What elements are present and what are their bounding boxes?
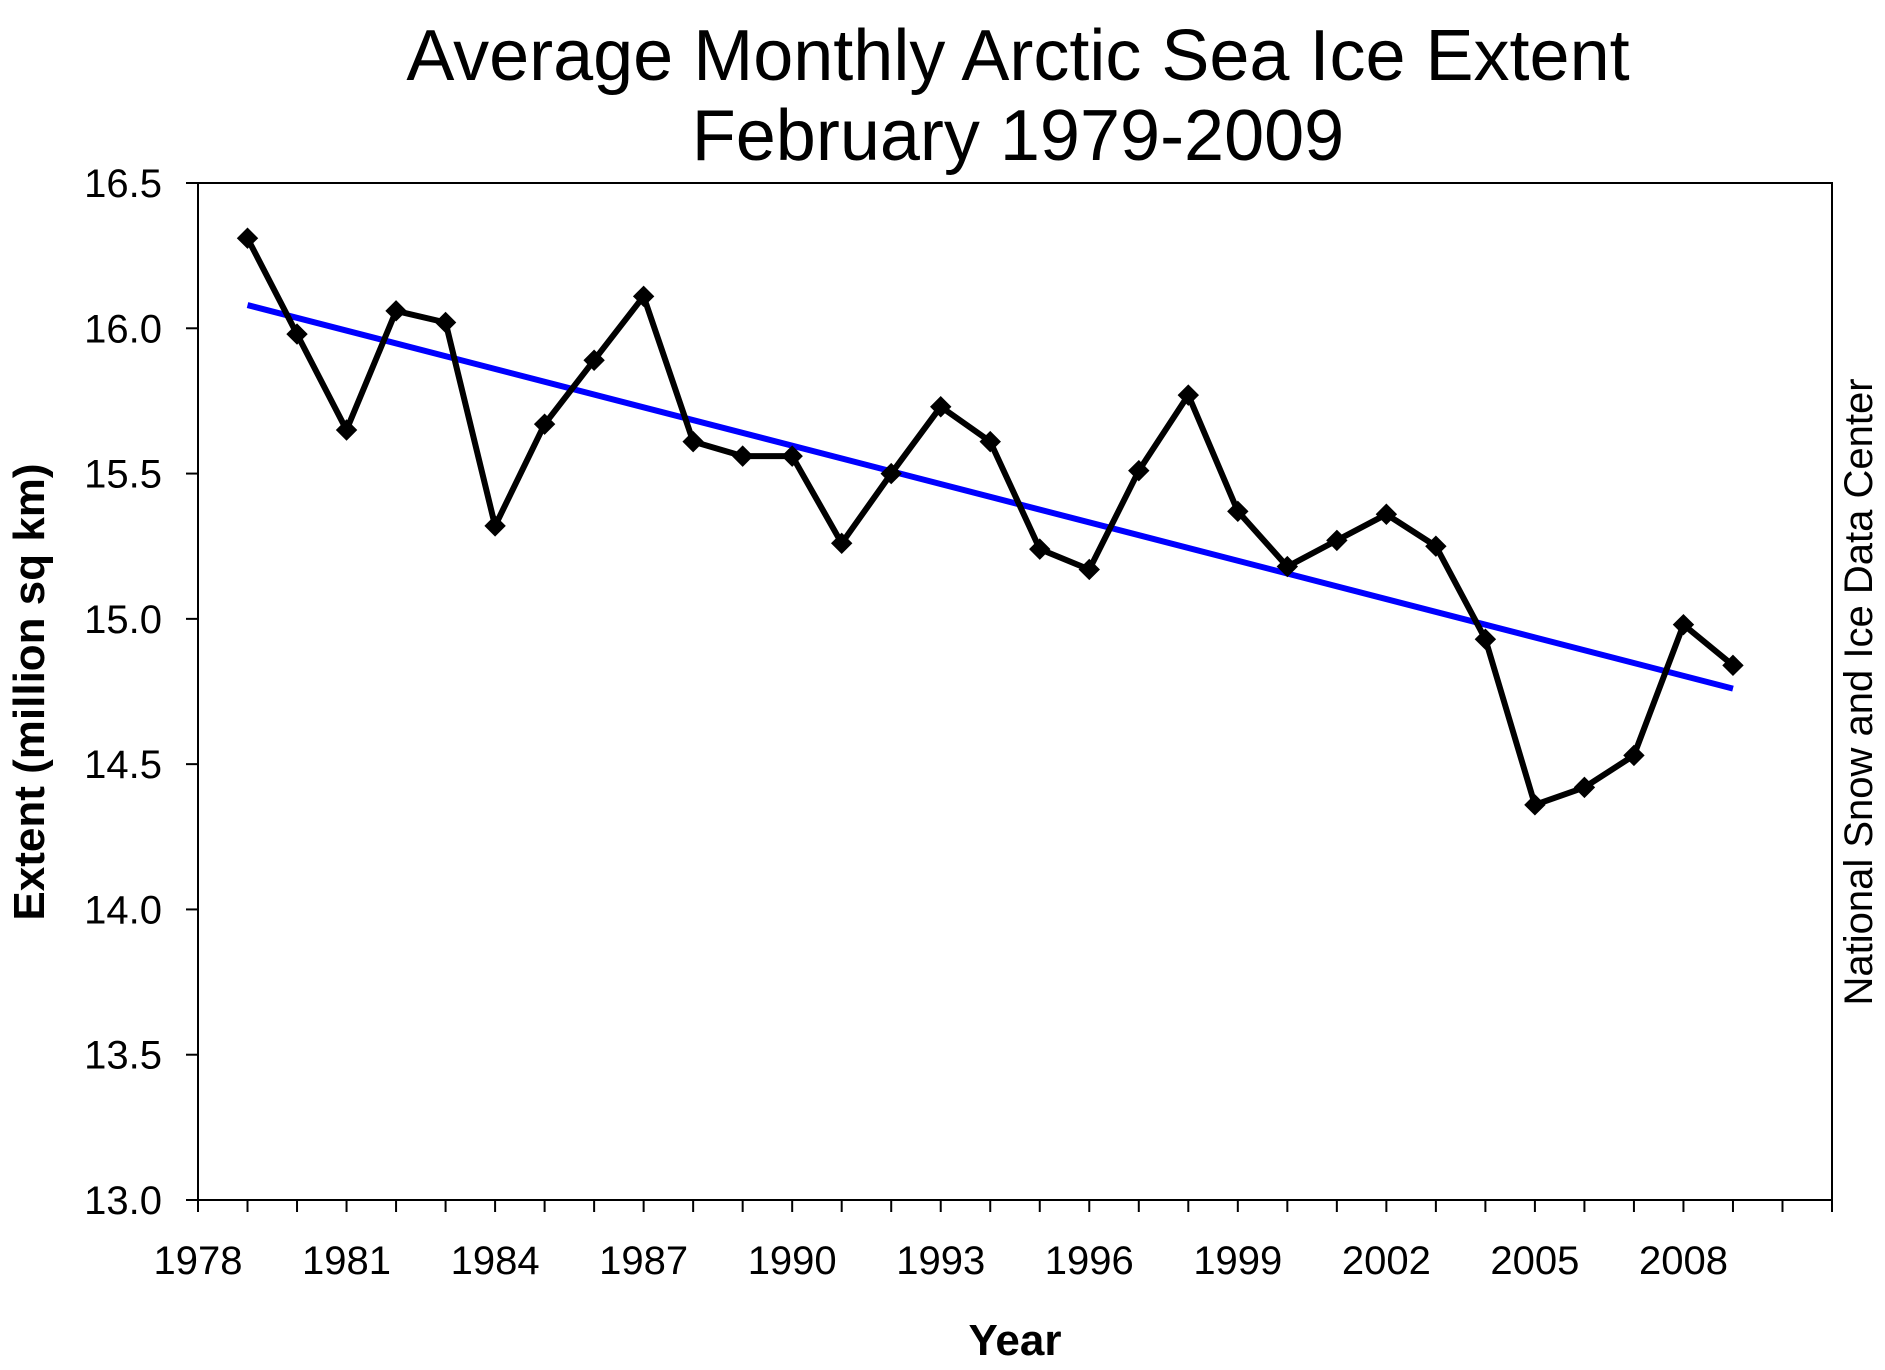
data-point-1984	[484, 515, 506, 537]
y-tick-label: 16.0	[84, 307, 162, 351]
data-point-2002	[1375, 503, 1398, 525]
x-tick-label: 1999	[1193, 1239, 1282, 1283]
data-point-2004	[1474, 628, 1497, 650]
data-point-2005	[1524, 794, 1546, 816]
data-point-2009	[1722, 654, 1744, 677]
data-point-1991	[830, 532, 853, 555]
x-tick-label: 1993	[896, 1239, 985, 1283]
y-axis-label: Extent (million sq km)	[5, 463, 54, 920]
data-point-1997	[1128, 459, 1150, 482]
x-axis-label: Year	[969, 1316, 1062, 1365]
y-tick-label: 13.5	[84, 1034, 162, 1078]
data-point-1987	[632, 285, 655, 308]
x-tick-label: 1990	[748, 1239, 837, 1283]
data-point-1989	[731, 445, 754, 467]
y-tick-label: 14.5	[84, 743, 162, 787]
x-tick-label: 2005	[1490, 1239, 1579, 1283]
data-point-2001	[1326, 529, 1348, 552]
y-tick-label: 15.5	[84, 453, 162, 497]
data-point-1986	[583, 349, 605, 371]
data-point-1995	[1029, 538, 1051, 560]
x-axis-ticks: 1978 1981 1984 1987 1990 1993 1996 1999 2002 2005…	[154, 1200, 1833, 1283]
data-markers	[236, 227, 1744, 816]
data-point-1992	[880, 462, 902, 485]
data-point-1999	[1227, 500, 1249, 523]
data-point-2006	[1573, 776, 1596, 799]
x-tick-label: 2008	[1639, 1239, 1728, 1283]
data-point-1980	[286, 323, 308, 345]
x-tick-label: 2002	[1342, 1239, 1431, 1283]
ice-extent-line	[244, 236, 1735, 808]
data-point-1996	[1078, 558, 1100, 581]
y-tick-label: 14.0	[84, 888, 162, 932]
data-point-2000	[1276, 555, 1299, 578]
chart-title: Average Monthly Arctic Sea Ice Extent	[406, 16, 1629, 96]
data-point-2008	[1672, 613, 1695, 636]
credit-label: National Snow and Ice Data Center	[1837, 378, 1881, 1005]
data-point-1979	[236, 227, 259, 249]
y-tick-label: 15.0	[84, 598, 162, 642]
data-point-2003	[1425, 535, 1447, 557]
data-point-1998	[1177, 384, 1200, 406]
data-point-1990	[781, 445, 803, 467]
x-tick-label: 1978	[154, 1239, 243, 1283]
y-tick-label: 13.0	[84, 1179, 162, 1223]
data-point-2007	[1623, 744, 1645, 767]
data-point-1985	[533, 413, 556, 435]
chart-subtitle: February 1979-2009	[692, 96, 1344, 176]
x-tick-label: 1996	[1045, 1239, 1134, 1283]
y-axis-ticks: 13.0 13.5 14.0 14.5 15.0 15.5 16.0 16.5	[84, 162, 198, 1223]
data-point-1983	[434, 311, 457, 334]
x-tick-label: 1987	[599, 1239, 688, 1283]
plot-area	[197, 182, 1833, 1201]
trend-line	[246, 302, 1734, 692]
y-tick-label: 16.5	[84, 162, 162, 206]
data-point-1993	[930, 396, 952, 418]
x-tick-label: 1981	[302, 1239, 391, 1283]
x-tick-label: 1984	[451, 1239, 540, 1283]
data-point-1988	[682, 430, 704, 453]
data-point-1982	[385, 300, 407, 322]
data-point-1981	[335, 419, 358, 441]
data-point-1994	[979, 430, 1001, 453]
